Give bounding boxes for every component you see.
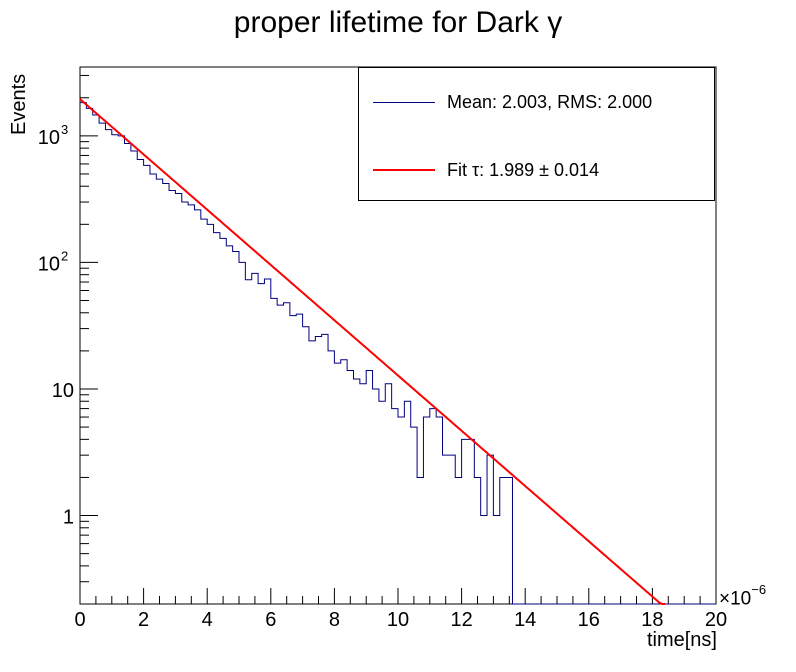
fit-series <box>79 98 666 605</box>
y-tick-label: 10 <box>38 127 60 149</box>
x-tick-label: 12 <box>450 609 472 631</box>
x-tick-label: 20 <box>705 609 727 631</box>
x-tick-label: 16 <box>578 609 600 631</box>
x-axis-multiplier: ×10−6 <box>719 582 767 610</box>
x-tick-label: 2 <box>138 609 149 631</box>
x-multiplier-base: ×10 <box>719 588 752 610</box>
legend-label-histogram: Mean: 2.003, RMS: 2.000 <box>447 91 653 112</box>
x-tick-label: 0 <box>74 609 85 631</box>
legend-swatch-fit <box>373 169 435 171</box>
legend-entry-histogram: Mean: 2.003, RMS: 2.000 <box>373 87 652 117</box>
fit-curve <box>79 98 666 605</box>
x-axis-label: time[ns] <box>646 629 717 651</box>
x-multiplier-exp: −6 <box>751 582 767 597</box>
chart-title: proper lifetime for Dark γ <box>233 6 563 39</box>
histogram-series <box>80 102 716 605</box>
y-axis-label: Events <box>8 73 30 135</box>
legend-label-fit: Fit τ: 1.989 ± 0.014 <box>447 159 600 180</box>
y-tick-label: 10 <box>52 380 74 402</box>
y-tick-exponent: 3 <box>61 122 68 137</box>
y-tick-exponent: 2 <box>61 248 68 263</box>
x-tick-label: 8 <box>329 609 340 631</box>
y-tick-label: 1 <box>63 507 74 529</box>
legend-swatch-histogram <box>373 101 435 103</box>
x-tick-label: 10 <box>387 609 409 631</box>
y-tick-label: 10 <box>38 253 60 275</box>
x-tick-label: 14 <box>514 609 536 631</box>
legend: Mean: 2.003, RMS: 2.000 Fit τ: 1.989 ± 0… <box>358 67 715 201</box>
legend-entry-fit: Fit τ: 1.989 ± 0.014 <box>373 155 599 185</box>
x-tick-label: 4 <box>202 609 213 631</box>
x-tick-label: 6 <box>265 609 276 631</box>
histogram-step-line <box>80 102 716 605</box>
x-tick-label: 18 <box>641 609 663 631</box>
